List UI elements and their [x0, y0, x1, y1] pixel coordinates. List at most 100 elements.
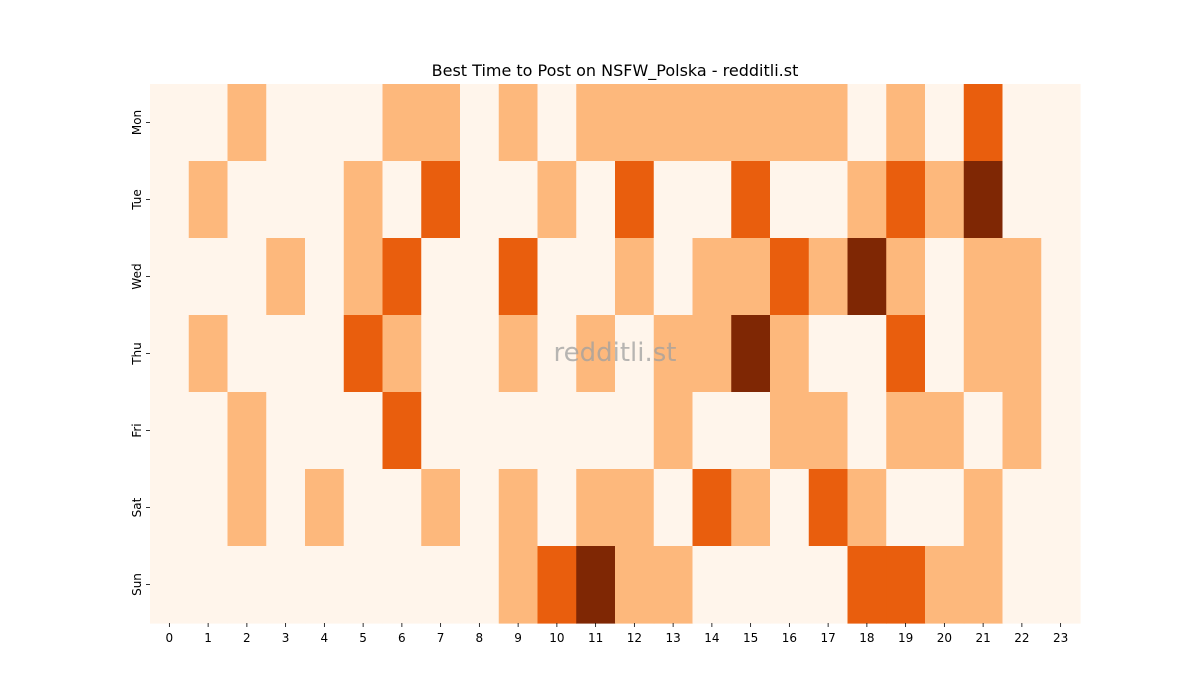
heatmap-cell-tue-22 — [1002, 161, 1042, 239]
heatmap-cell-wed-13 — [653, 238, 694, 316]
heatmap-cell-fri-14 — [692, 392, 732, 470]
heatmap-cell-sun-19 — [886, 546, 926, 624]
heatmap-cell-thu-20 — [925, 315, 965, 393]
x-tick-label-19: 19 — [898, 631, 913, 645]
heatmap-cell-sat-21 — [963, 469, 1004, 547]
heatmap-cell-fri-16 — [770, 392, 810, 470]
x-tick-label-9: 9 — [514, 631, 522, 645]
heatmap-cell-thu-5 — [343, 315, 384, 393]
heatmap-cell-tue-2 — [227, 161, 267, 239]
heatmap-cell-tue-18 — [847, 161, 887, 239]
heatmap-cell-thu-23 — [1041, 315, 1081, 393]
heatmap-cell-fri-15 — [731, 392, 771, 470]
heatmap-cell-sat-10 — [537, 469, 577, 547]
heatmap-cell-mon-7 — [421, 84, 461, 162]
y-tick-label-fri: Fri — [130, 423, 144, 437]
heatmap-cell-tue-8 — [460, 161, 500, 239]
x-tick-label-15: 15 — [743, 631, 758, 645]
x-tick-label-6: 6 — [398, 631, 406, 645]
heatmap-cell-tue-16 — [770, 161, 810, 239]
x-tick-label-4: 4 — [321, 631, 329, 645]
x-tick-label-2: 2 — [243, 631, 251, 645]
heatmap-cell-mon-0 — [150, 84, 190, 162]
heatmap-cell-wed-11 — [576, 238, 616, 316]
heatmap-cell-mon-21 — [963, 84, 1004, 162]
heatmap-cell-mon-15 — [731, 84, 771, 162]
heatmap-cell-sat-8 — [460, 469, 500, 547]
heatmap-cell-mon-10 — [537, 84, 577, 162]
heatmap-cell-thu-13 — [653, 315, 694, 393]
heatmap-cell-sun-5 — [343, 546, 384, 624]
heatmap-cell-wed-22 — [1002, 238, 1042, 316]
heatmap-cell-sun-1 — [188, 546, 229, 624]
heatmap-cell-mon-9 — [498, 84, 539, 162]
heatmap-cell-fri-11 — [576, 392, 616, 470]
heatmap-cell-wed-8 — [460, 238, 500, 316]
heatmap-cell-tue-12 — [615, 161, 655, 239]
x-tick-label-0: 0 — [166, 631, 174, 645]
heatmap-cell-tue-23 — [1041, 161, 1081, 239]
heatmap-cell-sat-11 — [576, 469, 616, 547]
heatmap-cell-mon-2 — [227, 84, 267, 162]
heatmap-cell-thu-10 — [537, 315, 577, 393]
heatmap-cell-sun-21 — [963, 546, 1004, 624]
heatmap-cell-wed-16 — [770, 238, 810, 316]
x-tick-label-11: 11 — [588, 631, 603, 645]
heatmap-cell-sun-13 — [653, 546, 694, 624]
heatmap-cell-fri-20 — [925, 392, 965, 470]
y-tick-label-thu: Thu — [130, 342, 144, 366]
x-tick-label-8: 8 — [476, 631, 484, 645]
heatmap-cell-sat-12 — [615, 469, 655, 547]
heatmap-cell-wed-20 — [925, 238, 965, 316]
heatmap-cell-tue-9 — [498, 161, 539, 239]
heatmap-cell-sat-1 — [188, 469, 229, 547]
heatmap-cell-fri-0 — [150, 392, 190, 470]
heatmap-cell-sun-10 — [537, 546, 577, 624]
y-tick-label-wed: Wed — [130, 263, 144, 289]
heatmap-cell-mon-19 — [886, 84, 926, 162]
heatmap-cell-thu-22 — [1002, 315, 1042, 393]
x-tick-label-10: 10 — [549, 631, 564, 645]
y-tick-label-sun: Sun — [130, 573, 144, 596]
heatmap-cell-mon-20 — [925, 84, 965, 162]
heatmap-cell-thu-1 — [188, 315, 229, 393]
heatmap-cell-wed-0 — [150, 238, 190, 316]
x-tick-label-5: 5 — [359, 631, 367, 645]
heatmap-cell-sun-4 — [305, 546, 345, 624]
x-tick-label-7: 7 — [437, 631, 445, 645]
heatmap-cell-sun-11 — [576, 546, 616, 624]
heatmap-cell-thu-0 — [150, 315, 190, 393]
heatmap-cell-sat-9 — [498, 469, 539, 547]
heatmap-cell-thu-6 — [382, 315, 422, 393]
heatmap-cell-fri-6 — [382, 392, 422, 470]
heatmap-cell-fri-3 — [266, 392, 306, 470]
heatmap-cell-thu-14 — [692, 315, 732, 393]
heatmap-cell-sun-15 — [731, 546, 771, 624]
heatmap-cell-thu-4 — [305, 315, 345, 393]
heatmap-cell-sun-22 — [1002, 546, 1042, 624]
x-tick-label-21: 21 — [975, 631, 990, 645]
y-tick-label-mon: Mon — [130, 110, 144, 135]
heatmap-cell-thu-3 — [266, 315, 306, 393]
heatmap-cell-wed-18 — [847, 238, 887, 316]
x-tick-label-1: 1 — [204, 631, 212, 645]
heatmap-cell-thu-21 — [963, 315, 1004, 393]
heatmap-cell-sat-16 — [770, 469, 810, 547]
heatmap-cell-tue-17 — [808, 161, 849, 239]
heatmap-cell-thu-2 — [227, 315, 267, 393]
heatmap-cell-mon-3 — [266, 84, 306, 162]
chart-title: Best Time to Post on NSFW_Polska - reddi… — [432, 61, 799, 81]
heatmap-cell-tue-11 — [576, 161, 616, 239]
heatmap-cell-sun-0 — [150, 546, 190, 624]
heatmap-cell-thu-8 — [460, 315, 500, 393]
heatmap-cell-fri-21 — [963, 392, 1004, 470]
x-tick-label-14: 14 — [704, 631, 719, 645]
heatmap-cell-tue-7 — [421, 161, 461, 239]
heatmap-cell-mon-14 — [692, 84, 732, 162]
heatmap-cell-wed-12 — [615, 238, 655, 316]
heatmap-cell-sun-23 — [1041, 546, 1081, 624]
heatmap-cell-fri-23 — [1041, 392, 1081, 470]
heatmap-cell-fri-7 — [421, 392, 461, 470]
heatmap-cell-wed-2 — [227, 238, 267, 316]
